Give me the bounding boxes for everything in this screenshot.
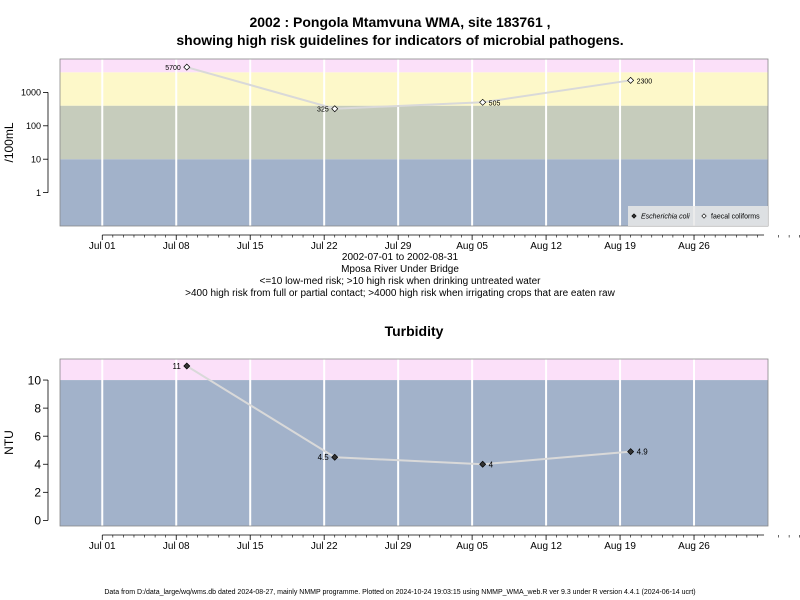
x-tick-label-jul-08: Jul 08 [163,241,190,252]
y-tick-label-10: 10 [28,373,42,387]
x-tick-label-jul-22: Jul 22 [311,541,338,552]
plot-frame [59,58,769,227]
legend-label-faecal-coliforms: faecal coliforms [711,214,760,221]
data-point-4 [627,448,635,456]
data-point-2 [331,453,339,461]
data-label-2: 325 [317,107,329,114]
series-line-1 [186,66,631,110]
legend-box [628,206,768,226]
footer-note: Data from D:/data_large/wq/wms.db dated … [104,589,696,596]
x-tick-label-jul-15: Jul 15 [237,541,264,552]
y-tick-label-1000: 1000 [21,88,41,98]
chart-title-line-2: showing high risk guidelines for indicat… [176,32,624,48]
risk-band-2 [60,359,768,381]
x-tick-label-aug-19: Aug 19 [604,241,636,252]
x-tick-label-aug-26: Aug 26 [678,541,710,552]
x-tick-label-jul-29: Jul 29 [385,241,412,252]
risk-band-2 [60,105,768,160]
x-tick-label-jul-29: Jul 29 [385,541,412,552]
plot-frame [59,358,769,527]
y-tick-label-10: 10 [31,154,41,164]
risk-band-1 [60,380,768,526]
y-tick-label-8: 8 [34,401,41,415]
data-point-2 [331,105,339,113]
y-tick-label-2: 2 [34,486,41,500]
x-tick-label-aug-05: Aug 05 [456,541,488,552]
legend-label-escherichia-coli: Escherichia coli [641,214,690,221]
data-point-1 [183,362,191,370]
x-tick-label-aug-12: Aug 12 [530,241,562,252]
x-tick-label-jul-01: Jul 01 [89,541,116,552]
date-range-caption: 2002-07-01 to 2002-08-31 [341,252,459,263]
legend-marker-escherichia-coli [631,213,637,219]
guideline-caption-1: <=10 low-med risk; >10 high risk when dr… [259,276,541,287]
x-tick-label-jul-08: Jul 08 [163,541,190,552]
risk-band-3 [60,72,768,106]
guideline-caption-2: >400 high risk from full or partial cont… [185,288,615,299]
y-tick-label-4: 4 [34,457,41,471]
x-tick-label-jul-01: Jul 01 [89,241,116,252]
data-label-2: 4.5 [318,453,330,462]
data-label-1: 11 [172,362,181,371]
site-name-caption: Mposa River Under Bridge [341,264,459,275]
data-point-1 [183,63,191,71]
data-label-4: 2300 [637,78,653,85]
chart-title: Turbidity [385,323,444,339]
x-tick-label-jul-22: Jul 22 [311,241,338,252]
legend: Escherichia coli faecal coliforms [628,206,768,226]
legend-marker-faecal-coliforms [701,213,707,219]
data-label-4: 4.9 [637,448,649,457]
y-tick-label-6: 6 [34,429,41,443]
data-label-1: 5700 [165,65,181,72]
data-label-3: 505 [489,100,501,107]
data-label-3: 4 [489,460,494,469]
x-tick-label-jul-15: Jul 15 [237,241,264,252]
y-axis-label: /100mL [2,122,16,162]
x-tick-label-aug-05: Aug 05 [456,241,488,252]
x-tick-label-aug-26: Aug 26 [678,241,710,252]
data-point-3 [479,460,487,468]
data-point-4 [627,76,635,84]
y-tick-label-1: 1 [36,188,41,198]
risk-band-4 [60,59,768,73]
chart-title-line-1: 2002 : Pongola Mtamvuna WMA, site 183761… [249,14,551,30]
x-tick-label-aug-12: Aug 12 [530,541,562,552]
y-tick-label-100: 100 [26,121,41,131]
series-line-1 [186,365,631,466]
x-tick-label-aug-19: Aug 19 [604,541,636,552]
y-axis-label: NTU [2,430,16,455]
y-tick-label-0: 0 [34,514,41,528]
data-point-3 [479,98,487,106]
